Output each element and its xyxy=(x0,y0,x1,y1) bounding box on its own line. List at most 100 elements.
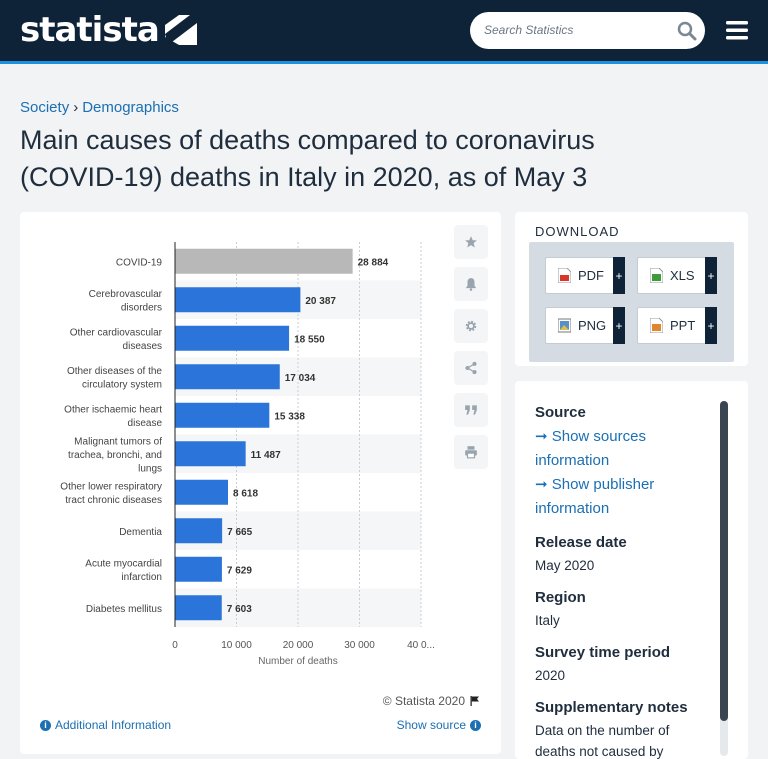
png-file-icon xyxy=(558,318,571,333)
search-box[interactable] xyxy=(470,12,705,49)
bar-chart: 28 884 COVID-19 20 387 Cerebrovascular disor… xyxy=(60,242,435,667)
png-plus[interactable]: + xyxy=(613,307,625,344)
survey-period-title: Survey time period xyxy=(535,644,671,661)
bar-value-label: 11 487 xyxy=(251,450,281,461)
category-label: Other cardiovascular xyxy=(70,328,163,339)
category-label: disorders xyxy=(121,303,162,314)
show-source-label: Show source xyxy=(396,718,466,732)
category-label: Other ischaemic heart xyxy=(64,405,162,416)
bar xyxy=(175,556,222,582)
bell-icon xyxy=(465,278,477,291)
show-publisher-link[interactable]: ➞ Show publisher information xyxy=(535,476,655,517)
page-title: Main causes of deaths compared to corona… xyxy=(20,122,720,196)
ppt-plus[interactable]: + xyxy=(705,307,717,344)
release-date-title: Release date xyxy=(535,534,627,551)
share-button[interactable] xyxy=(454,351,488,385)
page-title-line-2: (COVID-19) deaths in Italy in 2020, as o… xyxy=(20,162,588,192)
star-icon xyxy=(465,236,477,248)
logo-text: statista xyxy=(20,10,160,50)
hamburger-menu-icon[interactable] xyxy=(726,20,748,40)
download-pdf-button[interactable]: PDF + xyxy=(545,257,625,294)
source-title: Source xyxy=(535,404,586,421)
category-label: Cerebrovascular xyxy=(89,289,163,300)
print-button[interactable] xyxy=(454,435,488,469)
statistic-details-card: Source ➞ Show sources information ➞ Show… xyxy=(515,381,748,759)
chart-copyright: © Statista 2020 xyxy=(383,694,481,708)
search-icon[interactable] xyxy=(677,21,697,41)
bar-value-label: 7 665 xyxy=(227,527,252,538)
bar-value-label: 18 550 xyxy=(294,334,325,345)
bar-value-label: 15 338 xyxy=(274,411,305,422)
bar xyxy=(175,518,223,544)
favorite-button[interactable] xyxy=(454,225,488,259)
bar xyxy=(175,248,353,274)
pdf-label: PDF xyxy=(578,268,604,283)
download-png-button[interactable]: PNG + xyxy=(545,307,625,344)
category-label: infarction xyxy=(121,572,162,583)
copyright-text: © Statista 2020 xyxy=(382,694,465,708)
x-tick-label: 40 0... xyxy=(407,640,435,651)
bar xyxy=(175,402,270,428)
quote-icon xyxy=(465,405,477,415)
breadcrumb-separator: › xyxy=(73,99,79,116)
download-panel: PDF + XLS + PNG + PPT + xyxy=(529,242,734,362)
show-sources-link[interactable]: ➞ Show sources information xyxy=(535,428,646,469)
breadcrumb-society[interactable]: Society xyxy=(20,99,70,116)
category-label: COVID-19 xyxy=(116,257,163,268)
xls-plus[interactable]: + xyxy=(705,257,717,294)
bar-value-label: 7 629 xyxy=(227,565,252,576)
category-label: Diabetes mellitus xyxy=(86,604,162,615)
bar-value-label: 7 603 xyxy=(227,604,252,615)
category-label: disease xyxy=(128,418,163,429)
region-title: Region xyxy=(535,589,586,606)
pdf-file-icon xyxy=(558,268,571,283)
statista-logo[interactable]: statista xyxy=(20,10,197,50)
details-scrollbar-thumb[interactable] xyxy=(720,401,728,721)
x-tick-label: 20 000 xyxy=(283,640,314,651)
bar xyxy=(175,595,222,621)
category-label: Acute myocardial xyxy=(85,559,162,570)
category-label: Dementia xyxy=(119,527,162,538)
supplementary-notes-value: Data on the number of deaths not caused … xyxy=(535,723,670,759)
xls-label: XLS xyxy=(670,268,695,283)
ppt-file-icon xyxy=(650,318,663,333)
png-label: PNG xyxy=(578,318,607,333)
x-tick-label: 10 000 xyxy=(221,640,252,651)
download-title: DOWNLOAD xyxy=(535,224,620,239)
x-axis-title: Number of deaths xyxy=(258,656,338,667)
share-icon xyxy=(465,361,477,375)
download-ppt-button[interactable]: PPT + xyxy=(637,307,717,344)
details-scrollbar[interactable] xyxy=(720,401,728,756)
notification-button[interactable] xyxy=(454,267,488,301)
gear-icon xyxy=(465,320,477,332)
bar xyxy=(175,441,246,467)
bar xyxy=(175,479,229,505)
x-tick-label: 0 xyxy=(172,640,178,651)
download-xls-button[interactable]: XLS + xyxy=(637,257,717,294)
breadcrumb-demographics[interactable]: Demographics xyxy=(82,99,179,116)
top-navigation-bar: statista xyxy=(0,0,768,64)
chart-card: 28 884 COVID-19 20 387 Cerebrovascular disor… xyxy=(20,212,501,754)
ppt-label: PPT xyxy=(670,318,696,333)
breadcrumb: Society › Demographics xyxy=(20,99,179,116)
bar-value-label: 20 387 xyxy=(305,296,336,307)
flag-icon[interactable] xyxy=(469,695,481,707)
category-label: diseases xyxy=(123,341,162,352)
settings-button[interactable] xyxy=(454,309,488,343)
download-card: DOWNLOAD PDF + XLS + PNG + PPT + xyxy=(515,212,748,366)
additional-information-link[interactable]: i Additional Information xyxy=(40,718,171,732)
bar xyxy=(175,325,290,351)
bar-value-label: 8 618 xyxy=(233,488,258,499)
survey-period-value: 2020 xyxy=(535,668,566,683)
show-source-link[interactable]: Show source i xyxy=(397,718,481,732)
category-label: Other diseases of the xyxy=(67,366,162,377)
bar xyxy=(175,364,280,390)
print-icon xyxy=(465,446,477,459)
search-input[interactable] xyxy=(484,20,664,40)
additional-information-label: Additional Information xyxy=(55,718,172,732)
info-icon: i xyxy=(40,719,51,731)
category-label: lungs xyxy=(138,463,162,474)
pdf-plus[interactable]: + xyxy=(613,257,625,294)
cite-button[interactable] xyxy=(454,393,488,427)
bar-value-label: 17 034 xyxy=(285,373,316,384)
